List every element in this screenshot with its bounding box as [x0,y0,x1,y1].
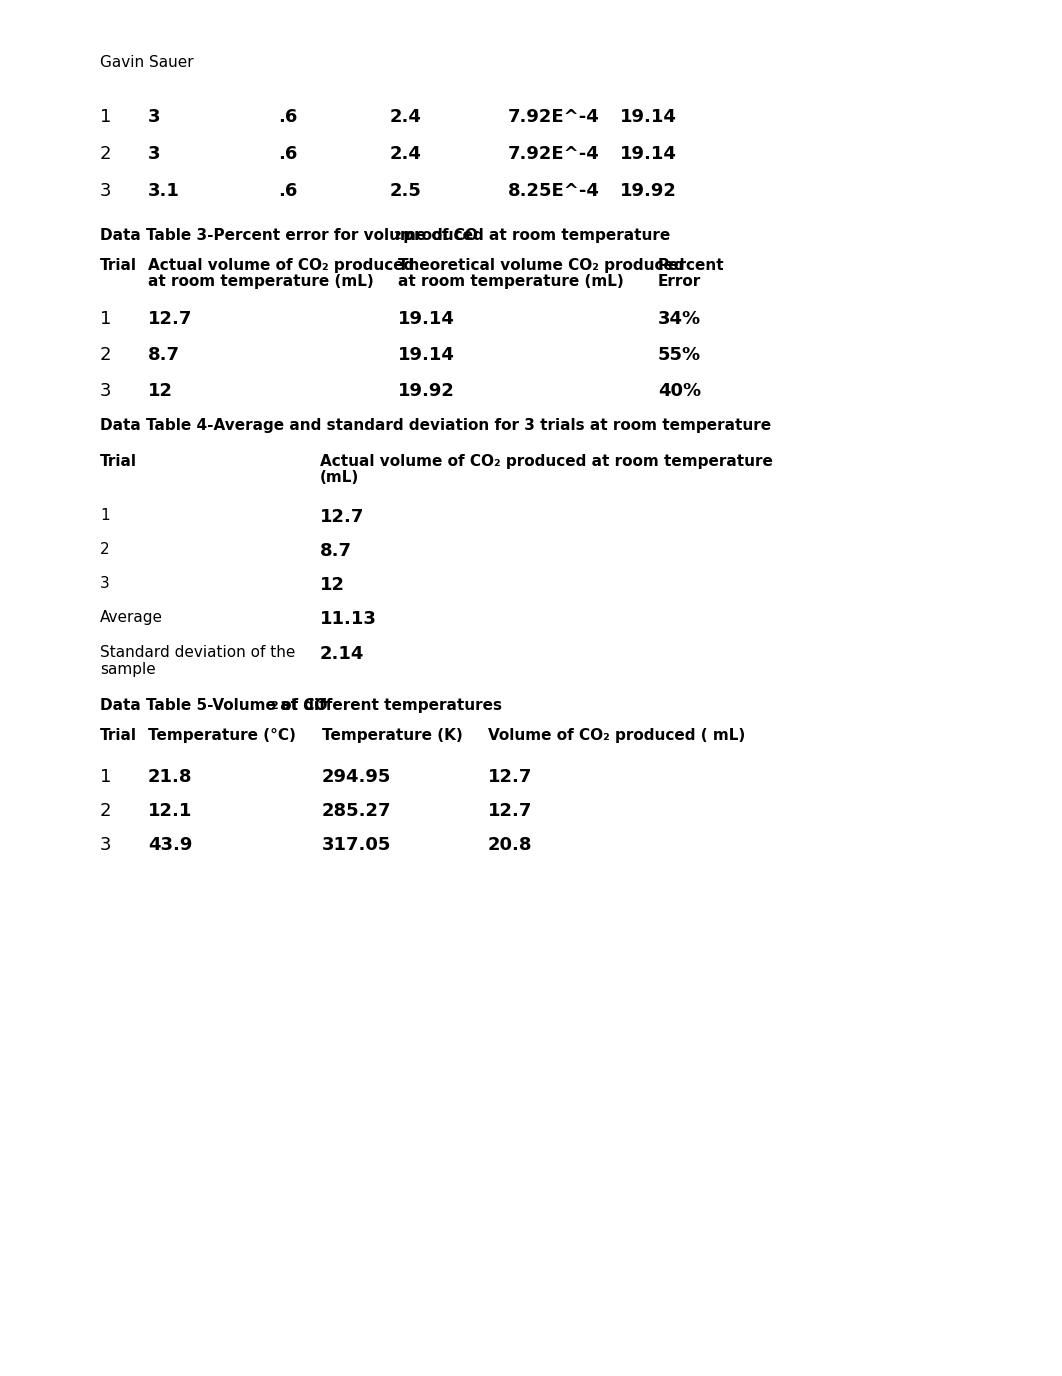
Text: Temperature (K): Temperature (K) [322,728,463,743]
Text: 2: 2 [100,144,112,162]
Text: 2.4: 2.4 [390,144,422,162]
Text: Standard deviation of the
sample: Standard deviation of the sample [100,645,295,677]
Text: Data Table 3-Percent error for volume of CO: Data Table 3-Percent error for volume of… [100,228,478,244]
Text: 21.8: 21.8 [148,768,192,786]
Text: Trial: Trial [100,728,137,743]
Text: Data Table 5-Volume of CO: Data Table 5-Volume of CO [100,698,327,713]
Text: 19.14: 19.14 [398,310,455,327]
Text: 43.9: 43.9 [148,837,192,854]
Text: Error: Error [658,274,701,289]
Text: at room temperature (mL): at room temperature (mL) [398,274,623,289]
Text: produced at room temperature: produced at room temperature [398,228,670,244]
Text: Volume of CO₂ produced ( mL): Volume of CO₂ produced ( mL) [489,728,746,743]
Text: 1: 1 [100,310,112,327]
Text: 8.7: 8.7 [148,345,179,365]
Text: 19.92: 19.92 [398,383,455,400]
Text: 3: 3 [100,182,112,200]
Text: 3: 3 [148,144,160,162]
Text: 12: 12 [148,383,173,400]
Text: 2.5: 2.5 [390,182,422,200]
Text: Actual volume of CO₂ produced at room temperature: Actual volume of CO₂ produced at room te… [320,454,773,469]
Text: .6: .6 [278,107,297,127]
Text: .6: .6 [278,144,297,162]
Text: 1: 1 [100,768,112,786]
Text: 19.14: 19.14 [620,144,676,162]
Text: 2.14: 2.14 [320,645,364,663]
Text: 12.7: 12.7 [489,768,532,786]
Text: Temperature (°C): Temperature (°C) [148,728,296,743]
Text: 40%: 40% [658,383,701,400]
Text: 12: 12 [320,577,345,594]
Text: Average: Average [100,610,162,625]
Text: 19.14: 19.14 [398,345,455,365]
Text: 2.4: 2.4 [390,107,422,127]
Text: 2: 2 [393,231,401,241]
Text: 12.1: 12.1 [148,802,192,820]
Text: 317.05: 317.05 [322,837,392,854]
Text: Trial: Trial [100,259,137,272]
Text: 7.92E^-4: 7.92E^-4 [508,107,600,127]
Text: 2: 2 [271,700,278,711]
Text: 8.7: 8.7 [320,542,352,560]
Text: 1: 1 [100,508,109,523]
Text: 3: 3 [100,383,112,400]
Text: at different temperatures: at different temperatures [275,698,502,713]
Text: 3: 3 [148,107,160,127]
Text: 34%: 34% [658,310,701,327]
Text: 285.27: 285.27 [322,802,392,820]
Text: 19.92: 19.92 [620,182,676,200]
Text: 12.7: 12.7 [148,310,192,327]
Text: Trial: Trial [100,454,137,469]
Text: Percent: Percent [658,259,724,272]
Text: 3.1: 3.1 [148,182,179,200]
Text: 12.7: 12.7 [489,802,532,820]
Text: 55%: 55% [658,345,701,365]
Text: 19.14: 19.14 [620,107,676,127]
Text: 3: 3 [100,577,109,592]
Text: Data Table 4-Average and standard deviation for 3 trials at room temperature: Data Table 4-Average and standard deviat… [100,418,771,433]
Text: Gavin Sauer: Gavin Sauer [100,55,193,70]
Text: 12.7: 12.7 [320,508,364,526]
Text: 294.95: 294.95 [322,768,392,786]
Text: 20.8: 20.8 [489,837,532,854]
Text: (mL): (mL) [320,471,359,484]
Text: 2: 2 [100,802,112,820]
Text: 2: 2 [100,542,109,557]
Text: 8.25E^-4: 8.25E^-4 [508,182,600,200]
Text: .6: .6 [278,182,297,200]
Text: Theoretical volume CO₂ produced: Theoretical volume CO₂ produced [398,259,685,272]
Text: 11.13: 11.13 [320,610,377,627]
Text: 2: 2 [100,345,112,365]
Text: 1: 1 [100,107,112,127]
Text: 7.92E^-4: 7.92E^-4 [508,144,600,162]
Text: at room temperature (mL): at room temperature (mL) [148,274,374,289]
Text: Actual volume of CO₂ produced: Actual volume of CO₂ produced [148,259,414,272]
Text: 3: 3 [100,837,112,854]
